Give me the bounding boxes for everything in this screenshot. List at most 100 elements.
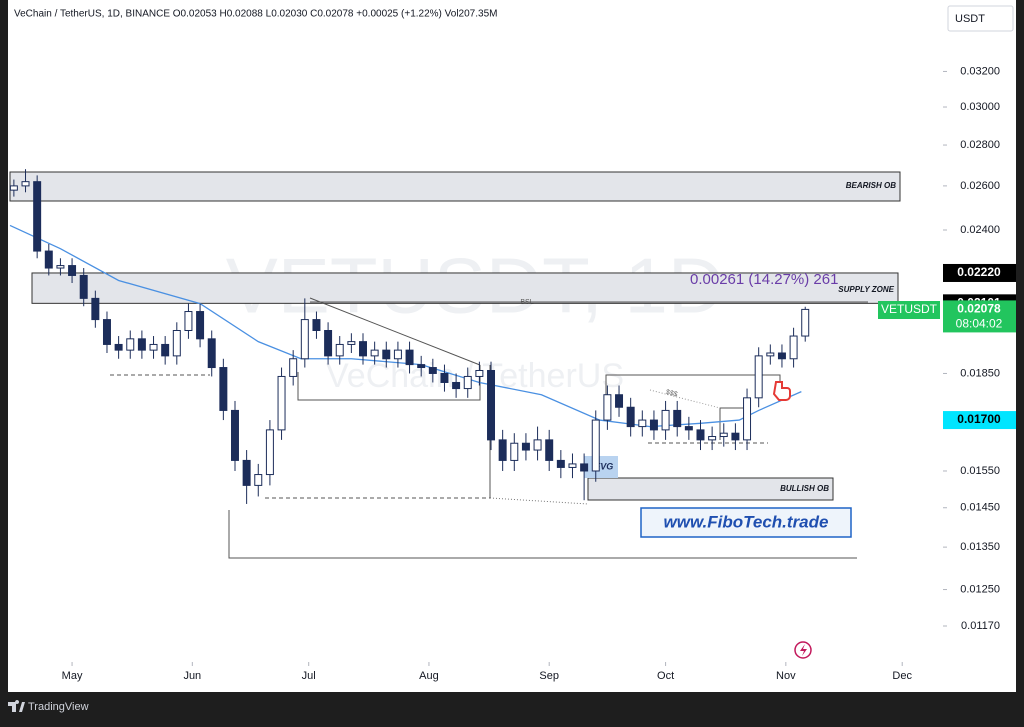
price-badge	[943, 263, 1016, 282]
x-tick-label: Nov	[776, 670, 796, 682]
y-tick-label: 0.03000	[960, 101, 1000, 113]
candle-body	[324, 329, 333, 357]
zone-label: SUPPLY ZONE	[838, 285, 894, 294]
moving-average	[9, 224, 802, 428]
candle-body	[603, 394, 612, 421]
candle-body	[731, 432, 740, 441]
footer-bar	[0, 692, 1024, 722]
candle-body	[754, 355, 763, 399]
candle-body	[359, 341, 367, 357]
price-badge	[943, 411, 1016, 430]
candle-body	[21, 181, 30, 187]
candle-body	[661, 409, 670, 431]
symbol-badge	[878, 301, 940, 319]
candle-body	[638, 419, 647, 428]
candle-body	[591, 419, 600, 472]
symbol-label: VETUSDT	[881, 302, 938, 316]
candle-body	[533, 439, 542, 451]
candle-body	[347, 341, 356, 345]
candle-body	[452, 381, 461, 390]
y-tick-label: 0.02800	[960, 139, 1000, 151]
y-tick-label: 0.01350	[960, 541, 1000, 553]
sss-label: $$$	[665, 389, 678, 399]
candle-body	[219, 367, 228, 411]
y-tick-label: 0.01170	[961, 620, 1000, 632]
candle-body	[580, 463, 589, 472]
hand-icon	[772, 381, 791, 401]
price-label: 0.02220	[957, 265, 1001, 279]
price-label: 0.01700	[957, 412, 1001, 426]
y-tick-label: 0.01250	[960, 583, 1000, 595]
candle-body	[405, 349, 414, 366]
dotted-line	[489, 497, 589, 505]
bearish-ob-zone	[9, 171, 901, 202]
x-tick-label: Dec	[892, 670, 912, 682]
candle-body	[545, 439, 554, 461]
currency-button[interactable]	[947, 5, 1014, 32]
bsl-label: BSL	[520, 299, 533, 306]
candle-body	[9, 185, 18, 191]
alert-icon-bolt	[800, 644, 807, 656]
candle-body	[487, 369, 496, 441]
zone-label: BEARISH OB	[846, 181, 896, 190]
candle-body	[521, 442, 530, 451]
candle-body	[184, 311, 193, 331]
candle-body	[719, 432, 728, 438]
candle-body	[708, 436, 717, 441]
currency[interactable]: USDT	[955, 13, 985, 25]
footer-logo	[8, 700, 25, 712]
candle-body	[615, 394, 624, 408]
candle-body	[777, 352, 786, 360]
candle-body	[254, 474, 263, 486]
low-line	[228, 510, 857, 559]
candle-body	[498, 439, 507, 461]
candle-body	[172, 329, 181, 357]
candle-body	[265, 429, 274, 476]
candle-body	[33, 181, 42, 252]
candle-body	[56, 265, 65, 269]
x-tick-label: Oct	[657, 670, 674, 682]
x-tick-label: May	[62, 670, 83, 682]
candle-body	[126, 338, 135, 351]
alert-icon[interactable]	[794, 641, 812, 659]
candle-body	[393, 349, 402, 360]
trend-line	[309, 297, 481, 366]
price-label: 0.02078	[957, 302, 1001, 316]
price-badge	[943, 300, 1016, 333]
dotted-line	[649, 389, 721, 409]
candle-body	[196, 311, 205, 340]
y-tick-label: 0.01850	[960, 367, 1000, 379]
candle-body	[102, 319, 111, 345]
candle-body	[649, 419, 658, 431]
candle-body	[289, 358, 298, 377]
x-tick-label: Jun	[183, 670, 201, 682]
candle-body	[312, 319, 321, 331]
candle-body	[801, 308, 810, 337]
x-tick-label: Aug	[419, 670, 439, 682]
candle-body	[242, 459, 251, 486]
candle-body	[568, 463, 577, 468]
candle-body	[231, 409, 239, 461]
x-tick-label: Jul	[302, 670, 316, 682]
candle-body	[79, 274, 88, 299]
candle-body	[335, 343, 344, 357]
candle-body	[91, 297, 100, 321]
header: VeChain / TetherUS, 1D, BINANCE O0.02053…	[14, 9, 497, 20]
candle-body	[149, 343, 158, 351]
candle-body	[417, 364, 426, 369]
candle-body	[68, 265, 77, 276]
website-box	[640, 507, 852, 538]
candle-body	[114, 343, 123, 351]
candle-body	[428, 367, 437, 374]
x-tick-label: Sep	[539, 670, 559, 682]
candle-body	[684, 426, 693, 431]
y-tick-label: 0.01550	[960, 465, 1000, 477]
bullish-ob-zone	[587, 477, 834, 501]
y-tick-label: 0.02400	[960, 224, 1000, 236]
candle-body	[626, 406, 635, 428]
candle-body	[137, 338, 146, 351]
website: www.FiboTech.trade	[664, 512, 829, 531]
candle-body	[382, 349, 391, 360]
candle-body	[463, 375, 472, 390]
